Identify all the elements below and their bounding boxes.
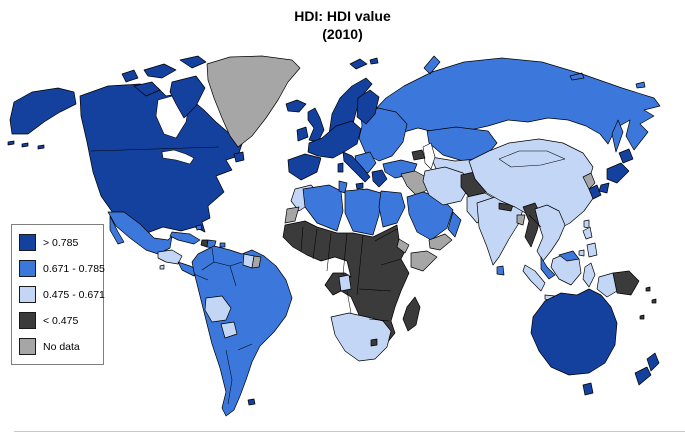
north-america-borders: [90, 146, 220, 152]
region-algeria: [302, 184, 344, 232]
map-title: HDI: HDI value (2010): [0, 7, 685, 44]
region-caucasus: [411, 149, 426, 161]
region-greece: [371, 169, 388, 188]
region-greenland: [206, 55, 301, 148]
region-japan: [598, 148, 634, 194]
region-alaska: [9, 87, 77, 135]
region-south-america: [191, 245, 293, 417]
region-eritrea: [396, 238, 410, 254]
legend-item-high: 0.671 - 0.785: [19, 260, 105, 277]
region-new-zealand: [634, 352, 660, 386]
region-suriname: [251, 255, 262, 269]
asia-borders: [498, 150, 566, 228]
region-bolivia: [204, 295, 232, 323]
region-north-korea: [582, 172, 596, 190]
region-sulawesi: [582, 262, 596, 288]
region-svalbard: [349, 57, 379, 70]
legend-swatch-very-high: [19, 234, 36, 251]
region-pacific-islands: [639, 286, 657, 320]
region-west-papua: [596, 272, 618, 298]
region-sri-lanka: [496, 265, 505, 276]
region-southern-africa: [330, 312, 392, 362]
map-title-line1: HDI: HDI value: [294, 8, 391, 24]
region-tasmania: [582, 382, 594, 396]
region-iberia: [287, 153, 322, 181]
region-arctic-islands: [121, 55, 207, 119]
region-sakhalin: [611, 119, 624, 153]
region-iceland: [285, 99, 307, 113]
legend-label-no-data: No data: [43, 340, 80, 353]
region-south-korea: [588, 184, 602, 200]
region-uk: [307, 107, 325, 143]
region-ireland: [296, 126, 309, 142]
legend-label-low: < 0.475: [43, 314, 79, 327]
region-bangladesh: [516, 214, 526, 226]
region-indochina: [534, 204, 566, 262]
region-libya: [344, 188, 382, 236]
region-egypt: [378, 190, 406, 228]
legend-swatch-low: [19, 312, 36, 329]
region-falklands: [247, 398, 256, 406]
africa-borders: [300, 226, 402, 322]
region-papua-new-guinea: [612, 270, 640, 296]
legend-item-no-data: No data: [19, 338, 96, 355]
map-legend: > 0.785 0.671 - 0.785 0.475 - 0.671 < 0.…: [11, 224, 105, 365]
legend-label-medium: 0.475 - 0.671: [43, 288, 105, 301]
region-australia: [530, 288, 618, 376]
legend-swatch-medium: [19, 286, 36, 303]
region-galapagos: [159, 264, 165, 270]
great-lakes: [161, 149, 195, 165]
legend-swatch-no-data: [19, 338, 36, 355]
region-italy: [337, 151, 371, 190]
south-america-borders: [193, 247, 253, 405]
region-western-europe: [307, 120, 362, 159]
region-oman: [447, 211, 462, 238]
region-russia: [370, 55, 661, 151]
legend-label-high: 0.671 - 0.785: [43, 262, 105, 275]
bottom-border-line: [14, 431, 685, 432]
legend-swatch-high: [19, 260, 36, 277]
region-newfoundland: [233, 151, 245, 163]
region-china-mongolia: [468, 138, 595, 232]
region-philippines: [578, 226, 598, 258]
region-malaysia-borneo: [558, 250, 580, 262]
legend-item-low: < 0.475: [19, 312, 96, 329]
region-cuba: [169, 231, 201, 245]
region-iran: [422, 166, 470, 206]
legend-item-very-high: > 0.785: [19, 234, 96, 251]
legend-label-very-high: > 0.785: [43, 236, 79, 249]
region-aleutians: [7, 140, 45, 150]
region-central-america-north: [157, 249, 183, 265]
region-somalia: [410, 250, 438, 272]
region-yemen: [428, 233, 453, 251]
region-mexico: [107, 211, 173, 255]
region-madagascar: [402, 296, 421, 332]
legend-item-medium: 0.475 - 0.671: [19, 286, 105, 303]
caspian-sea: [422, 142, 436, 170]
region-sumatra: [522, 264, 546, 292]
region-finland: [356, 89, 380, 125]
region-gabon: [338, 274, 352, 292]
region-lesotho: [370, 338, 378, 347]
map-title-line2: (2010): [322, 26, 363, 43]
region-paraguay: [220, 321, 238, 339]
region-taiwan: [583, 219, 590, 229]
region-western-sahara: [284, 206, 300, 224]
region-malay-peninsula: [540, 256, 556, 280]
